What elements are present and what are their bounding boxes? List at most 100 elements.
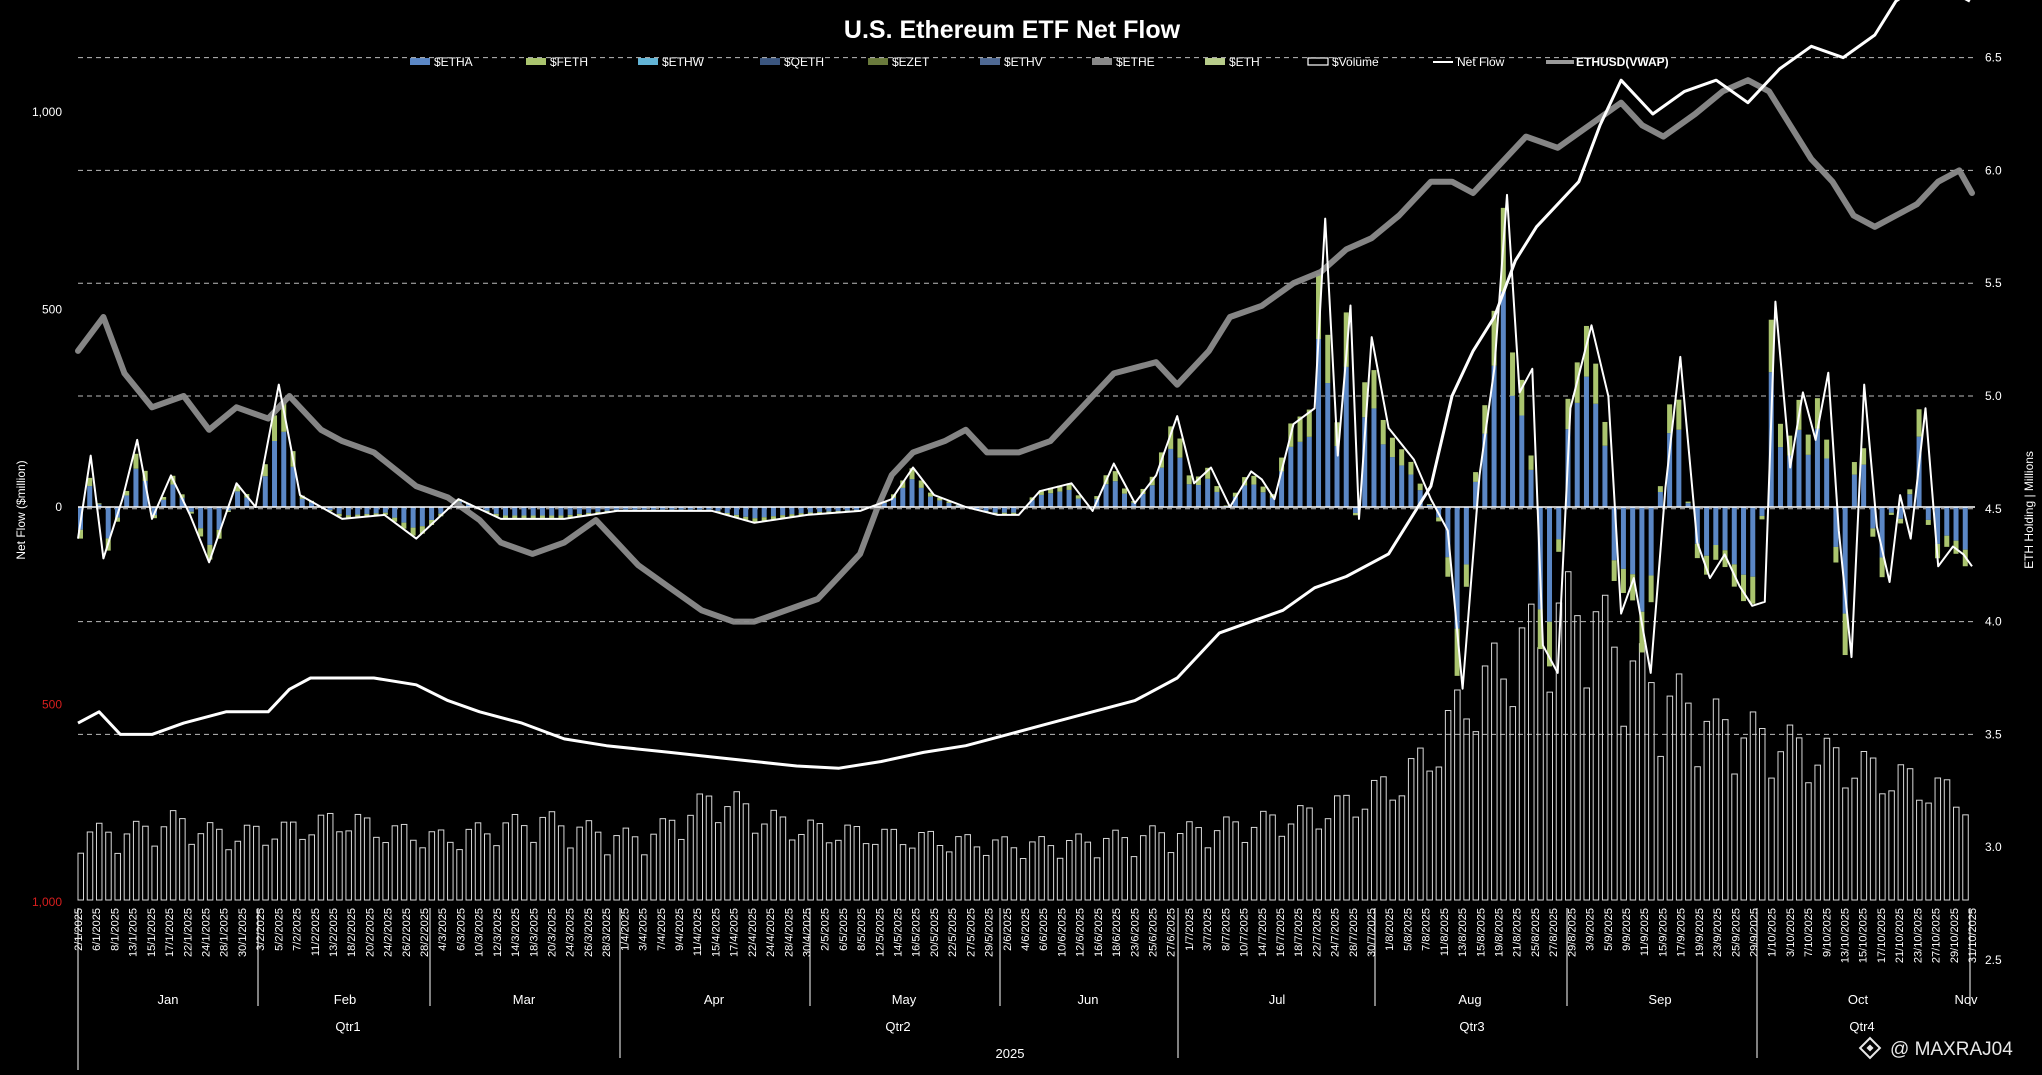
- flow-bar-feth: [1316, 273, 1322, 340]
- volume-bar: [1897, 764, 1905, 901]
- flow-bar-feth: [1454, 628, 1460, 676]
- legend-swatch: [868, 58, 888, 65]
- flow-bar-etha: [1316, 339, 1322, 507]
- flow-bar-etha: [1925, 507, 1931, 520]
- volume-bar: [1583, 687, 1590, 901]
- flow-bar-etha: [161, 499, 167, 507]
- volume-bar: [1943, 779, 1951, 901]
- flow-bar-feth: [1667, 404, 1673, 434]
- volume-bar: [1370, 779, 1378, 901]
- volume-bar: [825, 842, 833, 901]
- volume-bar: [1250, 826, 1258, 901]
- x-date-label: 3/10/2025: [1785, 908, 1797, 957]
- flow-bar-etha: [1962, 507, 1968, 550]
- x-date-label: 29/9/2025: [1749, 908, 1761, 957]
- volume-bar: [1084, 841, 1092, 901]
- flow-bar-etha: [937, 500, 943, 507]
- flow-bar-feth: [798, 513, 804, 516]
- volume-bar: [1398, 795, 1406, 901]
- x-date-label: 28/2/2025: [419, 908, 431, 957]
- flow-bar-feth: [1657, 486, 1663, 492]
- flow-bar-feth: [1713, 544, 1719, 560]
- flow-bar-feth: [1898, 518, 1904, 524]
- volume-bar: [761, 823, 768, 901]
- volume-bar: [557, 825, 565, 901]
- watermark-text: @ MAXRAJ04: [1890, 1039, 2013, 1060]
- legend-label: $ETHA: [434, 55, 473, 69]
- x-date-label: 19/8/2025: [1494, 908, 1506, 957]
- flow-bar-etha: [1306, 436, 1312, 507]
- flow-bar-feth: [586, 512, 592, 516]
- volume-bar: [1010, 847, 1018, 901]
- flow-bar-feth: [493, 513, 499, 517]
- flow-bar-etha: [780, 507, 786, 516]
- volume-bar: [382, 842, 389, 901]
- x-date-label: 12/5/2025: [874, 908, 886, 957]
- flow-bar-feth: [549, 515, 555, 519]
- flow-bar-etha: [1011, 507, 1017, 513]
- flow-bar-feth: [1122, 488, 1128, 494]
- flow-bar-etha: [1149, 485, 1155, 507]
- x-date-label: 13/8/2025: [1457, 908, 1469, 957]
- flow-bar-etha: [188, 507, 194, 512]
- x-date-label: 25/6/2025: [1148, 908, 1160, 957]
- volume-bar: [1112, 829, 1119, 901]
- legend-item: $Volume: [1307, 55, 1379, 69]
- x-date-label: 18/3/2025: [528, 908, 540, 957]
- flow-bar-etha: [1796, 429, 1802, 507]
- x-month-label: Aug: [1458, 992, 1481, 1007]
- series-lines: [75, 0, 1975, 770]
- volume-bar: [262, 844, 269, 901]
- flow-bar-feth: [1205, 467, 1211, 479]
- x-date-label: 7/4/2025: [656, 908, 668, 951]
- flow-bar-feth: [1519, 379, 1525, 416]
- volume-bar: [1352, 816, 1359, 901]
- flow-bar-feth: [521, 515, 527, 519]
- flow-bar-etha: [1352, 507, 1358, 513]
- flow-bar-feth: [743, 516, 749, 521]
- legend-label: $EZET: [892, 55, 930, 69]
- legend-swatch: [638, 58, 658, 65]
- volume-bar: [1694, 766, 1701, 901]
- volume-bar: [1278, 835, 1286, 901]
- volume-bar: [1139, 835, 1147, 901]
- flow-bar-etha: [1491, 365, 1497, 507]
- flow-bar-feth: [1048, 487, 1054, 494]
- flow-bar-etha: [1288, 446, 1294, 507]
- volume-bar: [751, 832, 759, 901]
- volume-bar: [1906, 768, 1914, 901]
- volume-bar: [1666, 695, 1674, 901]
- volume-bar: [1749, 711, 1757, 901]
- volume-bar: [336, 831, 343, 901]
- flow-bar-feth: [1648, 575, 1654, 603]
- x-quarter-label: Qtr1: [335, 1019, 360, 1034]
- flow-bar-feth: [1417, 483, 1423, 491]
- x-date-label: 20/5/2025: [929, 908, 941, 957]
- volume-bar: [197, 833, 205, 901]
- x-year-label: 2025: [996, 1046, 1025, 1061]
- volume-bar: [594, 831, 602, 901]
- volume-bar: [613, 835, 620, 901]
- volume-bar: [890, 828, 898, 901]
- flow-bar-etha: [373, 507, 379, 514]
- volume-bar: [1167, 852, 1175, 901]
- flow-bar-feth: [345, 515, 351, 519]
- volume-bar: [160, 826, 168, 901]
- flow-bar-etha: [1186, 484, 1192, 507]
- x-date-label: 15/9/2025: [1657, 908, 1669, 957]
- volume-bar: [1306, 807, 1313, 901]
- flow-bar-etha: [1371, 408, 1377, 507]
- volume-bar: [530, 841, 537, 901]
- volume-bar: [909, 847, 916, 901]
- volume-bar: [1860, 751, 1868, 901]
- flow-bar-feth: [567, 514, 573, 518]
- x-date-label: 27/5/2025: [965, 908, 977, 957]
- volume-bar: [1435, 766, 1443, 901]
- flow-bar-etha: [623, 507, 629, 510]
- volume-bar: [1103, 837, 1110, 901]
- x-date-label: 26/2/2025: [401, 908, 413, 957]
- flow-bar-etha: [1242, 485, 1248, 507]
- flow-bar-etha: [974, 507, 980, 510]
- flow-bar-etha: [900, 487, 906, 507]
